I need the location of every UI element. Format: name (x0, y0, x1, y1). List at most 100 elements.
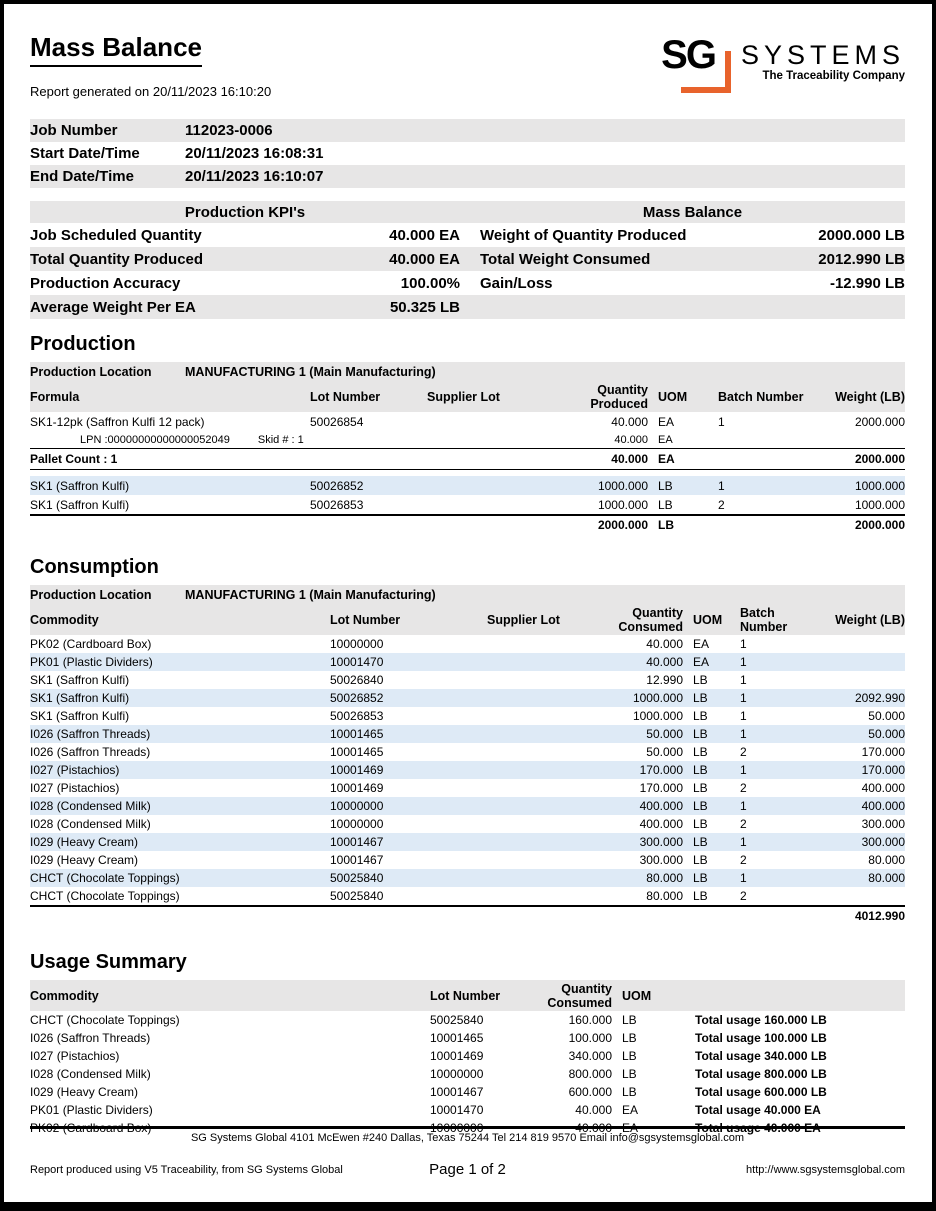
column-header: Lot Number (310, 389, 381, 404)
uom-cell: LB (693, 871, 708, 885)
kpi-left-label: Total Quantity Produced (30, 250, 204, 268)
uom-cell: EA (693, 655, 710, 669)
commodity-cell: PK01 (Plastic Dividers) (30, 655, 153, 669)
usage-table-header: Commodity Lot Number Quantity Consumed UOM (30, 980, 905, 1011)
usage-row: I027 (Pistachios) 10001469 340.000 LB Total … (30, 1047, 905, 1065)
weight-cell: 1000.000 (854, 497, 905, 512)
commodity-cell: PK01 (Plastic Dividers) (30, 1103, 153, 1117)
consumption-row: I029 (Heavy Cream) 10001467 300.000 LB 1 300.… (30, 833, 905, 851)
weight-cell: 50.000 (868, 709, 905, 723)
weight-cell: 300.000 (861, 835, 905, 849)
commodity-cell: I027 (Pistachios) (30, 1049, 120, 1063)
total-usage-cell: Total usage 340.000 LB (695, 1049, 827, 1063)
commodity-cell: I027 (Pistachios) (30, 763, 120, 777)
usage-summary-heading: Usage Summary (30, 951, 187, 973)
column-header: Lot Number (430, 988, 501, 1003)
kpi-left-label: Production Accuracy (30, 274, 181, 292)
column-header: UOM (658, 389, 688, 404)
uom-cell: EA (658, 414, 675, 429)
kpi-right-label: Gain/Loss (480, 274, 553, 292)
job-info-section: Job Number 112023-0006 Start Date/Time 20/1… (30, 119, 905, 188)
weight-cell: 2000.000 (854, 452, 905, 466)
lot-number-cell: 10000000 (330, 817, 384, 831)
weight-cell: 80.000 (868, 871, 905, 885)
job-info-label: Start Date/Time (30, 145, 140, 162)
kpi-right-value: -12.990 LB (829, 274, 905, 292)
batch-cell: 1 (740, 709, 747, 723)
lot-number-cell: 50026853 (310, 497, 364, 512)
uom-cell: LB (693, 853, 708, 867)
weight-cell: 2000.000 (854, 518, 905, 532)
column-header: Quantity Consumed (618, 605, 683, 634)
consumption-row: SK1 (Saffron Kulfi) 50026840 12.990 LB 1 (30, 671, 905, 689)
column-header: Quantity Produced (590, 382, 648, 411)
uom-cell: LB (658, 497, 673, 512)
quantity-cell: 40.000 (614, 433, 648, 446)
production-total-row: 2000.000 LB 2000.000 (30, 514, 905, 534)
column-header: Formula (30, 389, 80, 404)
logo-sg-text: SG (661, 33, 717, 77)
production-row: SK1-12pk (Saffron Kulfi 12 pack) 50026854… (30, 412, 905, 431)
footer-page-number: Page 1 of 2 (429, 1161, 506, 1178)
quantity-cell: 40.000 (611, 452, 648, 466)
lpn-sub-row: LPN :00000000000000052049 Skid # : 1 40.00… (30, 431, 905, 448)
quantity-cell: 1000.000 (632, 691, 683, 705)
consumption-row: SK1 (Saffron Kulfi) 50026853 1000.000 LB 1 50… (30, 707, 905, 725)
kpi-right-value: 2012.990 LB (818, 250, 905, 268)
kpi-left-label: Job Scheduled Quantity (30, 226, 202, 244)
lot-number-cell: 10001465 (330, 727, 384, 741)
commodity-cell: I029 (Heavy Cream) (30, 853, 139, 867)
batch-cell: 2 (740, 853, 747, 867)
batch-cell: 2 (740, 745, 747, 759)
footer-address: SG Systems Global 4101 McEwen #240 Dalla… (190, 1132, 745, 1144)
quantity-cell: 160.000 (568, 1013, 612, 1027)
production-heading: Production (30, 333, 136, 355)
batch-cell: 1 (740, 637, 747, 651)
header-left: Mass Balance Report generated on 20/11/2… (30, 32, 271, 99)
lot-number-cell: 10001465 (430, 1031, 484, 1045)
commodity-cell: SK1 (Saffron Kulfi) (30, 709, 130, 723)
commodity-cell: SK1 (Saffron Kulfi) (30, 673, 130, 687)
uom-cell: LB (693, 745, 708, 759)
lot-number-cell: 10001469 (430, 1049, 484, 1063)
footer-produced-by: Report produced using V5 Traceability, f… (30, 1163, 343, 1176)
lot-number-cell: 10001470 (330, 655, 384, 669)
production-row: SK1 (Saffron Kulfi) 50026852 1000.000 LB 1 10… (30, 476, 905, 495)
kpi-left-value: 40.000 EA (389, 250, 460, 268)
usage-summary-section: Usage Summary Commodity Lot Number Quantit… (30, 951, 905, 1137)
weight-cell: 80.000 (868, 853, 905, 867)
weight-cell: 400.000 (861, 781, 905, 795)
commodity-cell: I028 (Condensed Milk) (30, 1067, 151, 1081)
usage-row: I026 (Saffron Threads) 10001465 100.000 LB T… (30, 1029, 905, 1047)
uom-cell: LB (693, 799, 708, 813)
batch-cell: 1 (740, 871, 747, 885)
sg-systems-logo: SG SYSTEMS The Traceability Company (661, 35, 905, 93)
consumption-table-body: PK02 (Cardboard Box) 10000000 40.000 EA 1 PK0… (30, 635, 905, 905)
weight-cell: 400.000 (861, 799, 905, 813)
kpi-right-value: 2000.000 LB (818, 226, 905, 244)
batch-cell: 2 (740, 781, 747, 795)
formula-cell: SK1 (Saffron Kulfi) (30, 478, 130, 493)
lot-number-cell: 50026852 (330, 691, 384, 705)
usage-row: I029 (Heavy Cream) 10001467 600.000 LB Total… (30, 1083, 905, 1101)
uom-cell: LB (622, 1049, 637, 1063)
footer-bottom-row: Report produced using V5 Traceability, f… (30, 1161, 905, 1178)
lot-number-cell: 10001467 (330, 835, 384, 849)
commodity-cell: PK02 (Cardboard Box) (30, 637, 152, 651)
commodity-cell: I028 (Condensed Milk) (30, 817, 151, 831)
consumption-location-band: Production Location MANUFACTURING 1 (Mai… (30, 585, 905, 604)
uom-cell: LB (693, 691, 708, 705)
lot-number-cell: 50025840 (330, 889, 384, 903)
uom-cell: LB (693, 763, 708, 777)
consumption-heading: Consumption (30, 556, 159, 578)
total-usage-cell: Total usage 100.000 LB (695, 1031, 827, 1045)
usage-row: CHCT (Chocolate Toppings) 50025840 160.000… (30, 1011, 905, 1029)
column-header: UOM (622, 988, 652, 1003)
weight-cell: 170.000 (861, 745, 905, 759)
batch-cell: 1 (740, 727, 747, 741)
consumption-row: CHCT (Chocolate Toppings) 50025840 80.000 L… (30, 869, 905, 887)
footer-rule (30, 1126, 905, 1129)
batch-cell: 1 (740, 799, 747, 813)
uom-cell: EA (693, 637, 710, 651)
batch-cell: 1 (740, 835, 747, 849)
